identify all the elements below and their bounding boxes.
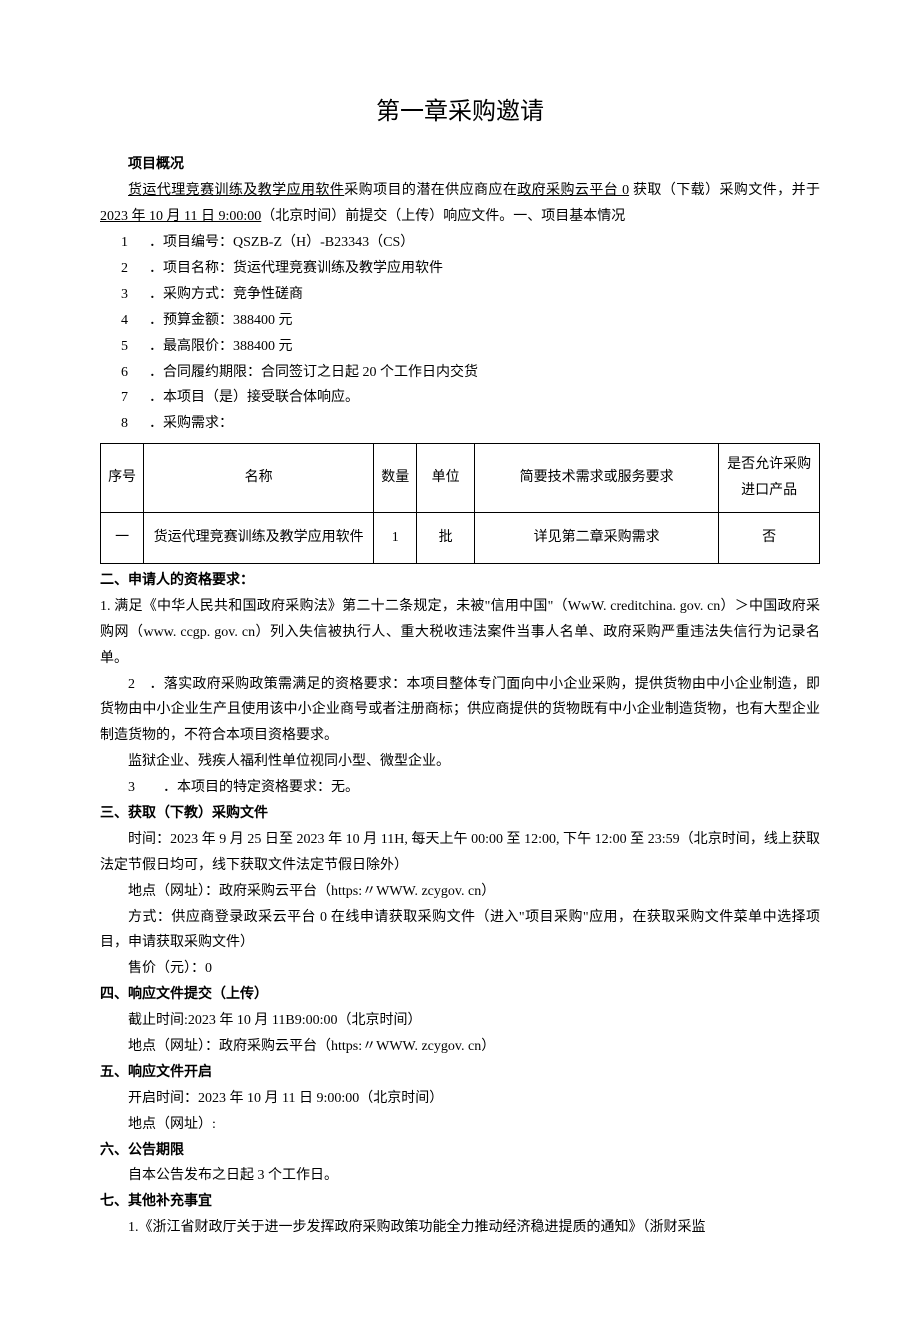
sec2-p1: 1. 满足《中华人民共和国政府采购法》第二十二条规定，未被"信用中国"（WwW.… [100,594,820,672]
sec5-head: 五、响应文件开启 [100,1060,820,1086]
item-6: 6．合同履约期限：合同签订之日起 20 个工作日内交货 [100,360,820,386]
td-import: 否 [719,512,820,563]
sec6-p1: 自本公告发布之日起 3 个工作日。 [100,1163,820,1189]
td-name: 货运代理竞赛训练及教学应用软件 [144,512,374,563]
intro-deadline: 2023 年 10 月 11 日 9:00:00 [100,209,261,224]
sec3-p4: 售价（元）：0 [100,956,820,982]
sec5-p2: 地点（网址）: [100,1112,820,1138]
sec5-p1: 开启时间：2023 年 10 月 11 日 9:00:00（北京时间） [100,1086,820,1112]
sec3-p3: 方式：供应商登录政采云平台 0 在线申请获取采购文件（进入"项目采购"应用，在获… [100,905,820,957]
item-8: 8．采购需求： [100,411,820,437]
sec4-p2: 地点（网址）：政府采购云平台（https:〃WWW. zcygov. cn） [100,1034,820,1060]
th-qty: 数量 [374,444,417,513]
td-unit: 批 [417,512,475,563]
table-header-row: 序号 名称 数量 单位 简要技术需求或服务要求 是否允许采购进口产品 [101,444,820,513]
th-req: 简要技术需求或服务要求 [474,444,718,513]
table-row: 一 货运代理竞赛训练及教学应用软件 1 批 详见第二章采购需求 否 [101,512,820,563]
item-7: 7．本项目（是）接受联合体响应。 [100,385,820,411]
sec7-head: 七、其他补充事宜 [100,1189,820,1215]
sec3-head: 三、获取（下教）采购文件 [100,801,820,827]
intro-tail2: （北京时间）前提交（上传）响应文件。一、项目基本情况 [261,209,625,224]
sec2-p4: 3 ．本项目的特定资格要求：无。 [100,775,820,801]
sec4-head: 四、响应文件提交（上传） [100,982,820,1008]
intro-tail1: 获取（下载）采购文件，并于 [629,183,820,198]
th-name: 名称 [144,444,374,513]
intro-project-name: 货运代理竞赛训练及教学应用软件 [128,183,344,198]
sec2-head: 二、申请人的资格要求： [100,568,820,594]
item-1: 1．项目编号：QSZB-Z（H）-B23343（CS） [100,230,820,256]
item-2: 2．项目名称：货运代理竞赛训练及教学应用软件 [100,256,820,282]
th-unit: 单位 [417,444,475,513]
sec6-head: 六、公告期限 [100,1138,820,1164]
td-req: 详见第二章采购需求 [474,512,718,563]
th-import: 是否允许采购进口产品 [719,444,820,513]
requirements-table: 序号 名称 数量 单位 简要技术需求或服务要求 是否允许采购进口产品 一 货运代… [100,443,820,564]
item-3: 3．采购方式：竞争性磋商 [100,282,820,308]
th-seq: 序号 [101,444,144,513]
sec3-p2: 地点（网址）：政府采购云平台（https:〃WWW. zcygov. cn） [100,879,820,905]
sec3-p1: 时间：2023 年 9 月 25 日至 2023 年 10 月 11H, 每天上… [100,827,820,879]
item-4: 4．预算金额：388400 元 [100,308,820,334]
intro-mid1: 采购项目的潜在供应商应在 [344,183,517,198]
sec7-p1: 1.《浙江省财政厅关于进一步发挥政府采购政策功能全力推动经济稳进提质的通知》（浙… [100,1215,820,1241]
sec4-p1: 截止时间:2023 年 10 月 11B9:00:00（北京时间） [100,1008,820,1034]
item-5: 5．最高限价：388400 元 [100,334,820,360]
sec2-p3: 监狱企业、残疾人福利性单位视同小型、微型企业。 [100,749,820,775]
td-qty: 1 [374,512,417,563]
intro-platform: 政府采购云平台 0 [517,183,629,198]
overview-label: 项目概况 [100,152,820,178]
chapter-title: 第一章采购邀请 [100,90,820,134]
sec2-p2: 2 ．落实政府采购政策需满足的资格要求：本项目整体专门面向中小企业采购，提供货物… [100,672,820,750]
intro-paragraph: 货运代理竞赛训练及教学应用软件采购项目的潜在供应商应在政府采购云平台 0 获取（… [100,178,820,230]
td-seq: 一 [101,512,144,563]
